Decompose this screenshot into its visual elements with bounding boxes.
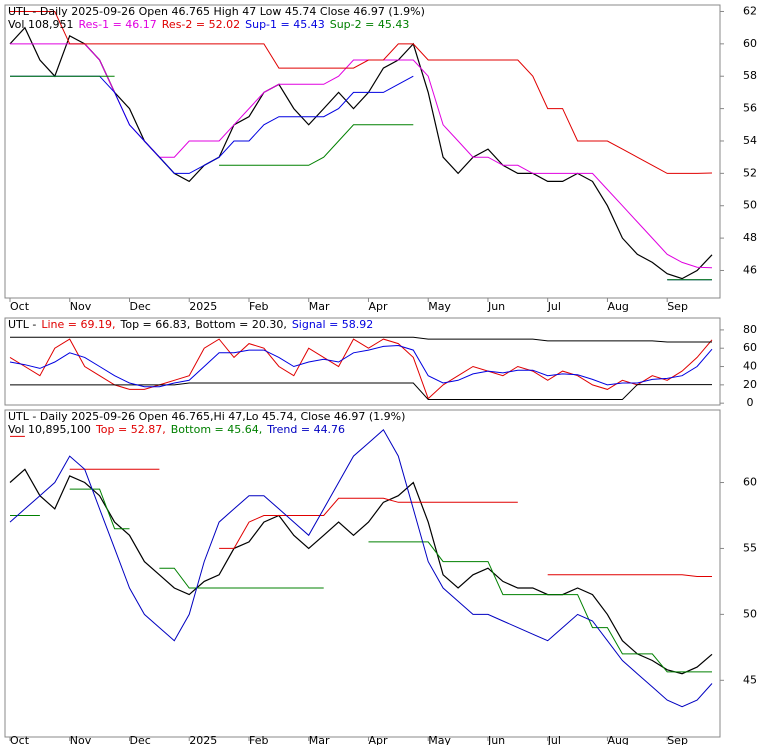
y-tick-label: 62: [743, 4, 757, 17]
x-tick-label: Feb: [249, 734, 268, 745]
y-tick-label: 60: [743, 476, 757, 489]
x-tick-label: 2025: [189, 734, 217, 745]
legend-entry: Bottom = 20.30,: [195, 318, 287, 331]
legend: Vol 10,895,100 Top = 52.87, Bottom = 45.64…: [8, 423, 345, 436]
series-line: [10, 336, 712, 343]
series-line: [9, 468, 713, 675]
y-tick-label: 20: [743, 378, 757, 391]
series-line: [10, 11, 713, 174]
series-line: [10, 488, 712, 673]
y-tick-label: 56: [743, 102, 757, 115]
x-tick-label: Apr: [368, 300, 388, 313]
x-tick-label: Apr: [368, 734, 388, 745]
chart-title: UTL - Daily 2025-09-26 Open 46.765 High …: [8, 5, 425, 18]
y-tick-label: 46: [743, 263, 757, 276]
series-line: [10, 75, 712, 281]
legend-entry: Bottom = 45.64,: [171, 423, 263, 436]
y-tick-label: 80: [743, 323, 757, 336]
legend-entry: Top = 52.87,: [95, 423, 166, 436]
x-tick-label: Jul: [547, 734, 561, 745]
series-line: [9, 344, 713, 388]
x-tick-label: Aug: [607, 300, 628, 313]
y-tick-label: 58: [743, 69, 757, 82]
series-line: [9, 26, 713, 280]
x-tick-label: 2025: [189, 300, 217, 313]
x-tick-label: Jun: [487, 734, 505, 745]
legend-entry: Trend = 44.76: [266, 423, 345, 436]
x-tick-label: Feb: [249, 300, 268, 313]
y-tick-label: 55: [743, 541, 757, 554]
x-tick-label: Nov: [70, 300, 92, 313]
x-tick-label: Oct: [10, 300, 30, 313]
series-line: [10, 382, 712, 400]
x-tick-label: Sep: [667, 734, 688, 745]
panel: [4, 317, 721, 406]
y-tick-label: 45: [743, 673, 757, 686]
y-tick-label: 60: [743, 37, 757, 50]
y-tick-label: 48: [743, 231, 757, 244]
y-tick-label: 0: [747, 396, 754, 409]
legend-entry: Res-2 = 52.02: [162, 18, 240, 31]
chart-title: UTL - Line = 69.19, Top = 66.83, Bottom = 2…: [8, 318, 373, 331]
legend-entry: Sup-1 = 45.43: [245, 18, 325, 31]
x-tick-label: May: [428, 734, 451, 745]
x-tick-label: Dec: [129, 300, 150, 313]
legend-entry: Sup-2 = 45.43: [330, 18, 410, 31]
x-tick-label: Oct: [10, 734, 30, 745]
legend-entry: Top = 66.83,: [120, 318, 191, 331]
legend-entry: Line = 69.19,: [41, 318, 115, 331]
series-line: [9, 338, 713, 400]
x-tick-label: Dec: [129, 734, 150, 745]
y-tick-label: 50: [743, 607, 757, 620]
subtitle: Vol 10,895,100: [8, 423, 91, 436]
panel: [4, 4, 721, 299]
series-line: [9, 429, 713, 708]
x-tick-label: May: [428, 300, 451, 313]
y-tick-label: 54: [743, 134, 757, 147]
x-tick-label: Jun: [487, 300, 505, 313]
legend: Vol 108,951 Res-1 = 46.17 Res-2 = 52.02 Sup…: [8, 18, 409, 31]
x-tick-label: Mar: [309, 300, 330, 313]
title-text: UTL - Daily 2025-09-26 Open 46.765 High …: [8, 5, 425, 18]
subtitle: Vol 108,951: [8, 18, 73, 31]
x-tick-label: Sep: [667, 300, 688, 313]
chart-title: UTL - Daily 2025-09-26 Open 46.765,Hi 47…: [8, 410, 405, 423]
legend-entry: Res-1 = 46.17: [78, 18, 156, 31]
x-tick-label: Jul: [547, 300, 561, 313]
x-tick-label: Mar: [309, 734, 330, 745]
legend-entry: Signal = 58.92: [292, 318, 374, 331]
x-tick-label: Aug: [607, 734, 628, 745]
y-tick-label: 60: [743, 341, 757, 354]
panel: [4, 409, 721, 738]
x-tick-label: Nov: [70, 734, 92, 745]
y-tick-label: 52: [743, 166, 757, 179]
series-line: [10, 435, 712, 577]
y-tick-label: 40: [743, 360, 757, 373]
title-text: UTL - Daily 2025-09-26 Open 46.765,Hi 47…: [8, 410, 405, 423]
y-tick-label: 50: [743, 199, 757, 212]
title-text: UTL -: [8, 318, 36, 331]
